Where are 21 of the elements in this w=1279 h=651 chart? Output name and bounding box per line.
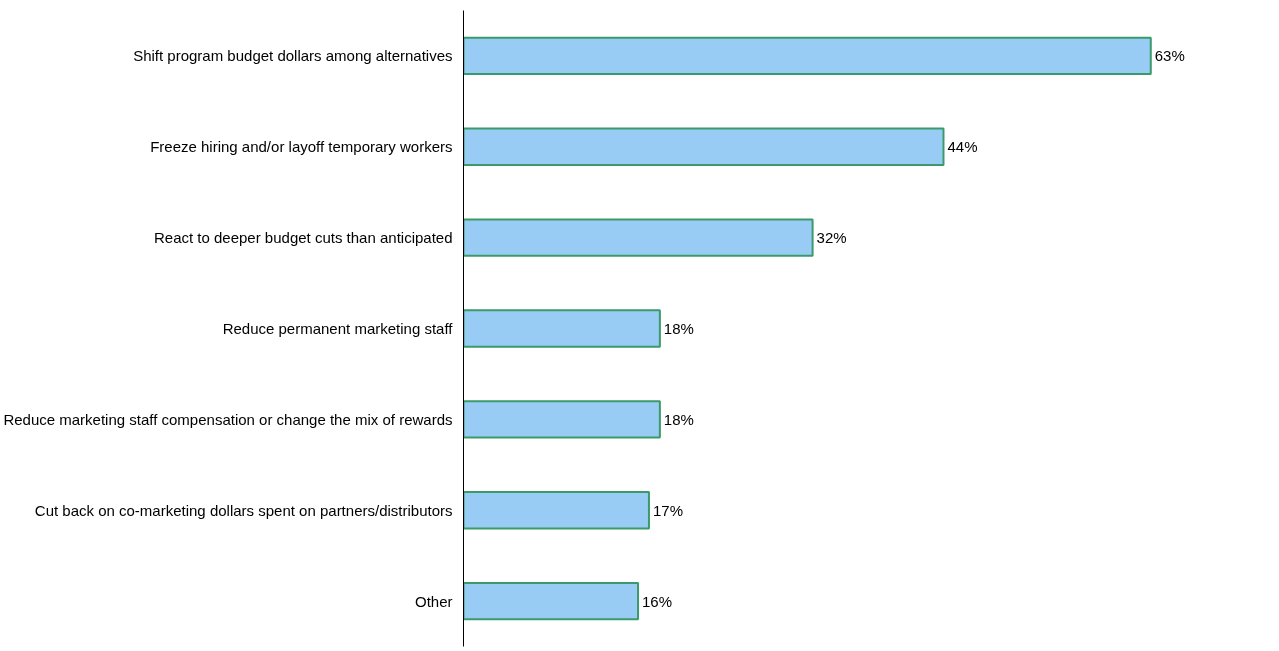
bar [463,581,640,621]
data-label: 18% [663,410,694,428]
data-label: 32% [816,229,847,247]
bar [463,309,661,348]
bar [463,36,1152,76]
data-label: 17% [652,501,683,519]
y-tick-label: Other [414,592,453,610]
data-label: 44% [947,138,978,156]
bar [463,400,661,439]
y-tick-label: Reduce marketing staff compensation or change the mix of rewards [3,410,453,428]
bar [463,127,945,166]
bar [463,218,814,257]
y-tick-label: Freeze hiring and/or layoff temporary workers [150,138,453,156]
y-tick-label: Shift program budget dollars among alternatives [133,47,453,65]
data-label: 63% [1154,47,1185,65]
bar [463,491,650,530]
y-tick-label: Reduce permanent marketing staff [222,320,454,337]
y-tick-label: Cut back on co-marketing dollars spent on partners/distributors [34,501,453,519]
data-label: 18% [663,320,694,337]
data-label: 16% [642,592,673,610]
y-tick-label: React to deeper budget cuts than anticipated [153,229,453,247]
